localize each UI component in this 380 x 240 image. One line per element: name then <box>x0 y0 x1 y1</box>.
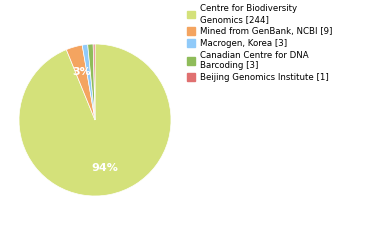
Wedge shape <box>93 44 95 120</box>
Wedge shape <box>88 44 95 120</box>
Wedge shape <box>82 44 95 120</box>
Text: 94%: 94% <box>91 163 118 174</box>
Legend: Centre for Biodiversity
Genomics [244], Mined from GenBank, NCBI [9], Macrogen, : Centre for Biodiversity Genomics [244], … <box>187 4 332 82</box>
Text: 3%: 3% <box>72 67 91 78</box>
Wedge shape <box>66 45 95 120</box>
Wedge shape <box>19 44 171 196</box>
